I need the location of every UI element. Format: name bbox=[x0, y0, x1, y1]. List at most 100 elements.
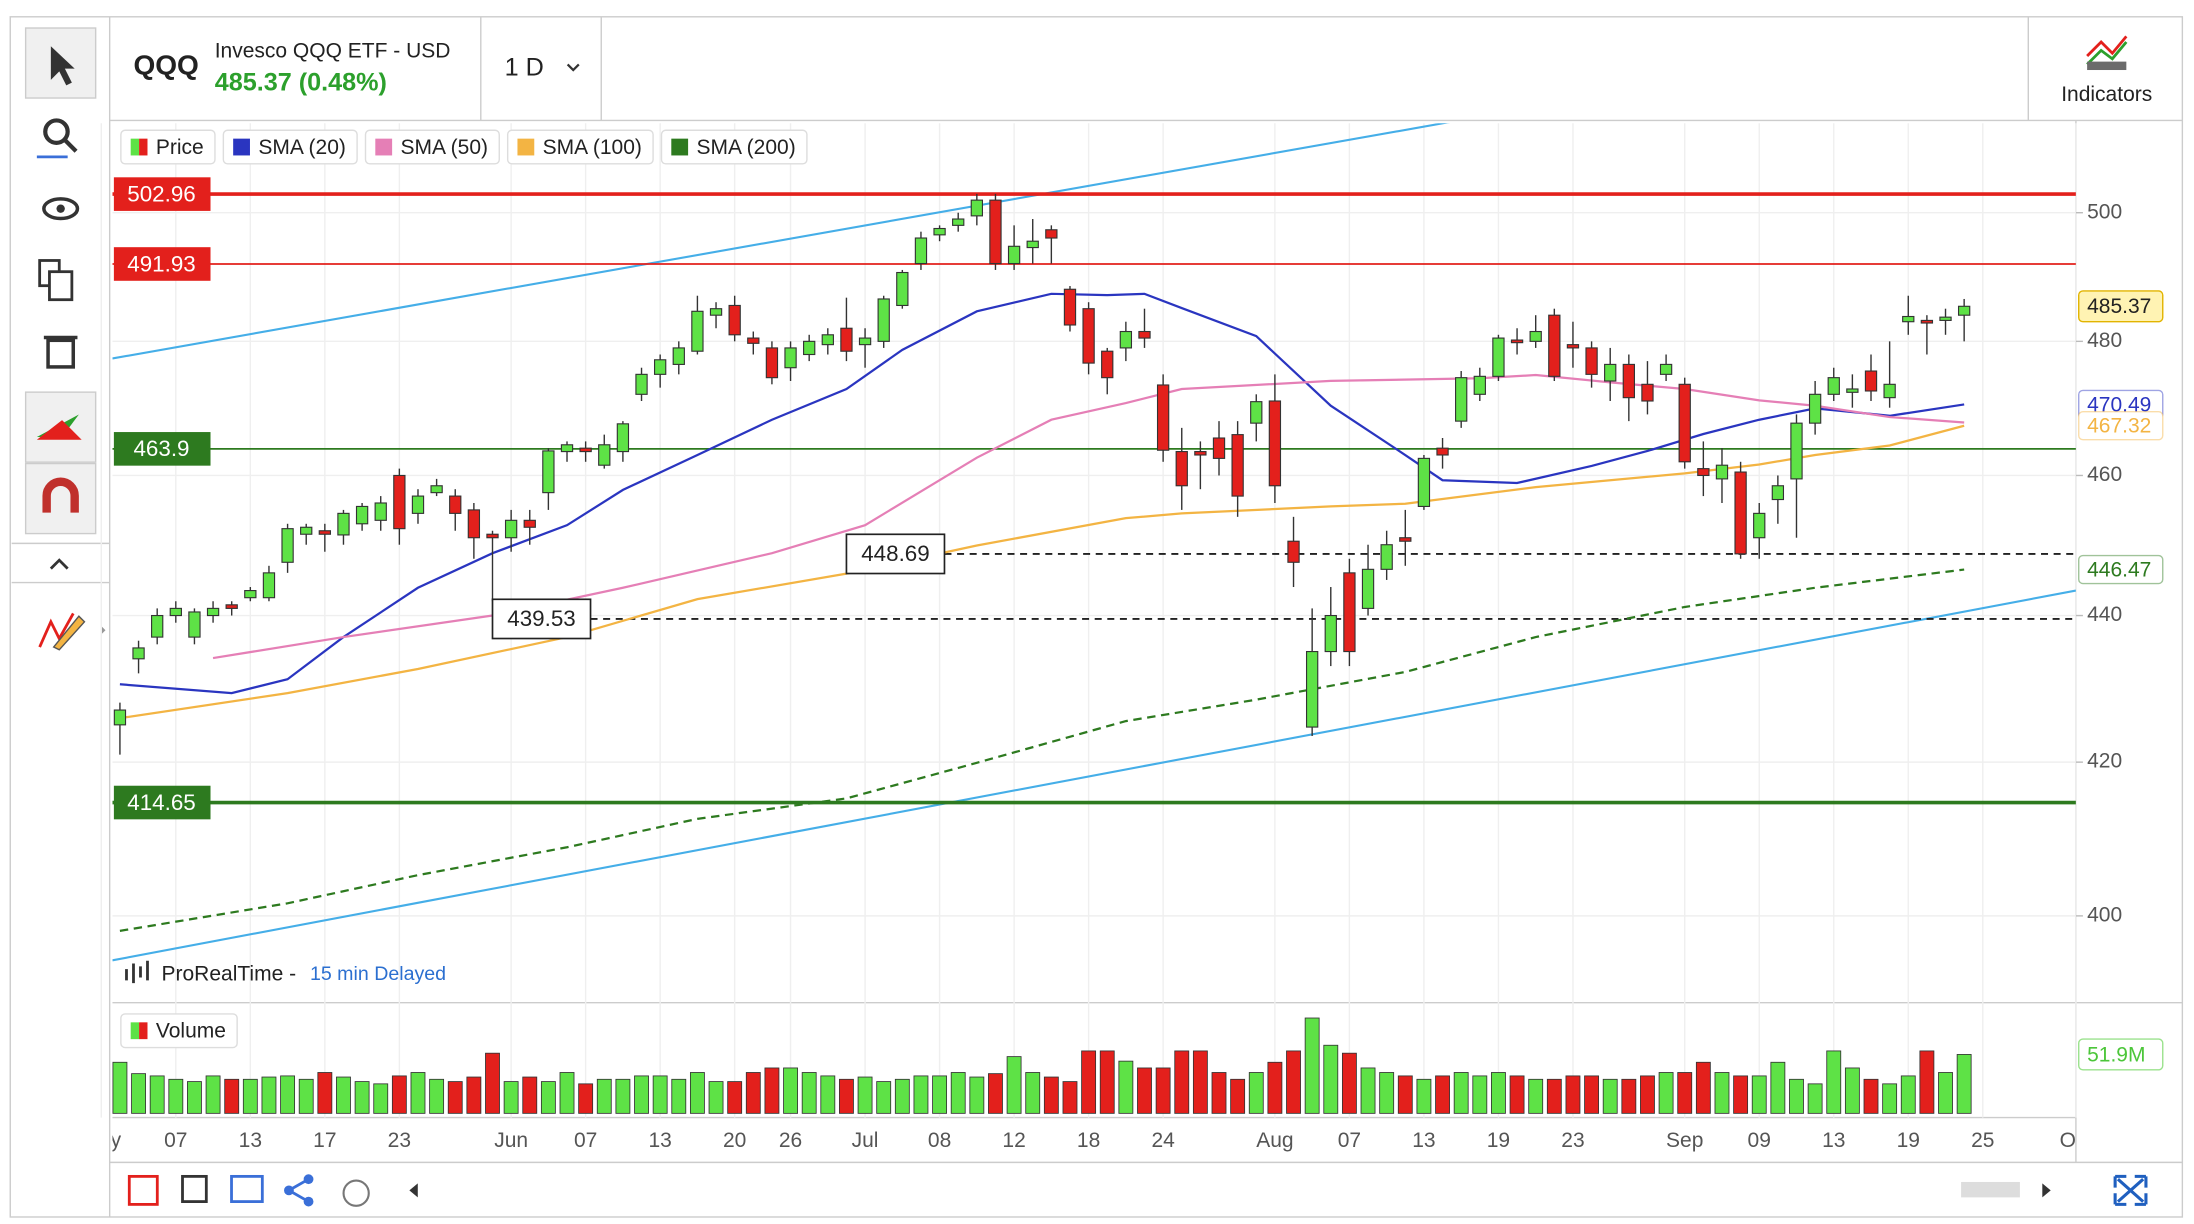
candle-body bbox=[691, 310, 704, 352]
volume-bar bbox=[1509, 1075, 1525, 1114]
x-tick-label: Jul bbox=[852, 1129, 879, 1152]
volume-bar bbox=[764, 1067, 780, 1114]
scroll-left[interactable] bbox=[409, 1183, 418, 1198]
sma-value-label: 470.49 bbox=[2087, 393, 2151, 416]
collapse-icon[interactable] bbox=[49, 558, 69, 570]
tool-button[interactable] bbox=[24, 462, 97, 535]
footer-icon[interactable] bbox=[127, 1174, 159, 1206]
layout-icon[interactable] bbox=[230, 1174, 264, 1203]
scroll-right[interactable] bbox=[2042, 1183, 2051, 1198]
x-tick-label: 07 bbox=[1338, 1129, 1361, 1152]
chevron[interactable] bbox=[566, 63, 580, 72]
volume-bar bbox=[1844, 1067, 1860, 1114]
volume-bar bbox=[1081, 1050, 1097, 1114]
volume-bar bbox=[1043, 1076, 1059, 1114]
pencil-icon[interactable] bbox=[38, 612, 75, 648]
candle-body bbox=[1436, 447, 1449, 456]
pencil-icon[interactable] bbox=[52, 615, 86, 651]
volume-bar bbox=[503, 1081, 519, 1114]
volume-bar bbox=[131, 1073, 146, 1114]
legend-swatch bbox=[671, 138, 689, 156]
source-note: ProRealTime - 15 min Delayed bbox=[125, 960, 446, 985]
x-tick-label: Aug bbox=[1256, 1129, 1293, 1152]
y-tick-label: 440 bbox=[2087, 603, 2122, 626]
candle-body bbox=[1361, 568, 1375, 609]
candle-body bbox=[374, 502, 387, 521]
cursor-icon[interactable] bbox=[50, 46, 75, 86]
candle-body bbox=[1175, 451, 1188, 487]
zoom-icon[interactable] bbox=[63, 138, 78, 153]
y-tick-label: 480 bbox=[2087, 329, 2122, 352]
indicators-icon[interactable] bbox=[2087, 61, 2127, 71]
volume-bar bbox=[950, 1072, 966, 1114]
draw-icon[interactable] bbox=[36, 420, 82, 440]
candle-body bbox=[1864, 370, 1878, 392]
fullscreen-icon[interactable] bbox=[2113, 1174, 2148, 1206]
candle-body bbox=[1138, 330, 1151, 339]
candle-body bbox=[151, 614, 164, 638]
interval[interactable]: 1 D bbox=[505, 53, 544, 81]
zoom-icon[interactable] bbox=[43, 118, 70, 145]
volume-bar bbox=[1472, 1075, 1488, 1114]
candle-body bbox=[523, 519, 536, 528]
interval-selector[interactable]: 1 D bbox=[505, 53, 580, 81]
volume-bar bbox=[1155, 1067, 1171, 1114]
delay-note: 15 min Delayed bbox=[310, 963, 446, 985]
expand-arrow[interactable] bbox=[101, 626, 106, 635]
level-label: 502.96 bbox=[127, 181, 195, 206]
candle-body bbox=[300, 526, 313, 535]
scrollbar[interactable] bbox=[1961, 1181, 2020, 1198]
candle-body bbox=[467, 509, 481, 539]
legend-label: SMA (20) bbox=[258, 136, 346, 159]
volume-bar bbox=[1658, 1072, 1674, 1114]
candle-body bbox=[1920, 319, 1934, 324]
legend-item bbox=[364, 129, 500, 165]
save-icon[interactable] bbox=[181, 1174, 208, 1203]
volume-bar bbox=[1938, 1072, 1953, 1114]
candle-body bbox=[1063, 288, 1077, 326]
candle-body bbox=[1808, 393, 1822, 424]
volume-bar bbox=[466, 1076, 482, 1114]
eye-icon[interactable] bbox=[56, 204, 65, 213]
candle-body bbox=[1250, 401, 1263, 424]
indicators-icon[interactable] bbox=[2086, 35, 2128, 58]
indicators-button[interactable]: Indicators bbox=[2061, 35, 2152, 106]
candle-body bbox=[1715, 464, 1729, 480]
candle-body bbox=[244, 590, 257, 599]
magnet-icon[interactable] bbox=[42, 477, 79, 513]
candle-body bbox=[765, 347, 779, 379]
volume-bar bbox=[1807, 1083, 1823, 1114]
volume-bar bbox=[280, 1075, 296, 1114]
candle-body bbox=[747, 337, 760, 344]
volume-bar bbox=[187, 1081, 202, 1114]
volume-bar bbox=[1546, 1078, 1562, 1114]
x-tick-label: 17 bbox=[313, 1129, 336, 1152]
candle-body bbox=[1678, 383, 1691, 463]
candle-body bbox=[318, 530, 332, 535]
volume-bar bbox=[540, 1081, 556, 1114]
copy-icon[interactable] bbox=[48, 270, 74, 302]
share-icon[interactable] bbox=[288, 1177, 310, 1203]
volume-bar bbox=[1118, 1060, 1134, 1114]
x-tick-label: 13 bbox=[239, 1129, 262, 1152]
candle-body bbox=[1399, 537, 1412, 542]
help-icon[interactable] bbox=[342, 1179, 370, 1207]
volume-bar bbox=[615, 1078, 631, 1114]
candle-body bbox=[858, 337, 872, 346]
eye-icon[interactable] bbox=[42, 197, 80, 221]
candle-body bbox=[1343, 572, 1356, 653]
candle-body bbox=[1697, 468, 1710, 477]
candle-body bbox=[728, 304, 741, 336]
candle-body bbox=[1827, 377, 1840, 395]
candle-body bbox=[803, 340, 816, 356]
indicators-label[interactable]: Indicators bbox=[2061, 83, 2152, 106]
legend-item bbox=[660, 129, 808, 165]
candle-body bbox=[1287, 540, 1300, 563]
indicators-icon[interactable] bbox=[2086, 41, 2128, 66]
price-value-box bbox=[2078, 290, 2164, 323]
candle-body bbox=[1007, 245, 1021, 265]
candle-body bbox=[840, 327, 853, 352]
candle-body bbox=[1101, 350, 1114, 379]
trash-icon[interactable] bbox=[46, 338, 76, 369]
volume-bar bbox=[242, 1078, 258, 1114]
